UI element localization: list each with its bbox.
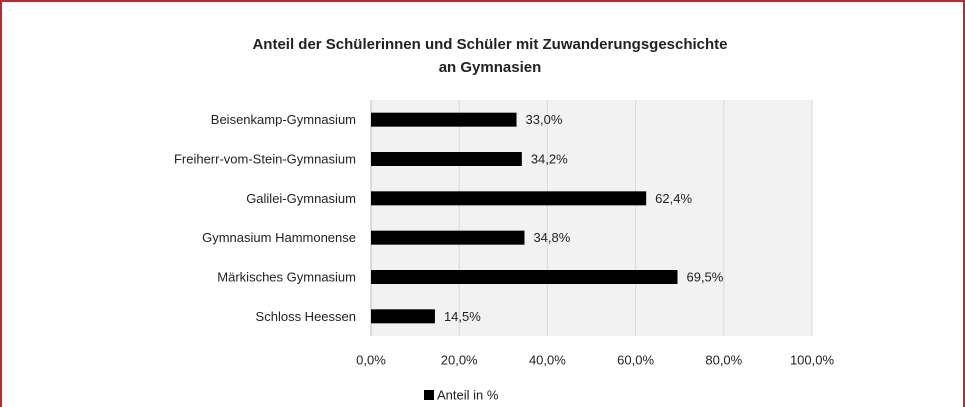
x-tick-label: 40,0% bbox=[529, 352, 566, 367]
plot-area bbox=[371, 100, 812, 336]
data-label: 34,2% bbox=[531, 151, 568, 166]
chart-title: Anteil der Schülerinnen und Schüler mit … bbox=[252, 36, 727, 53]
y-tick-label: Beisenkamp-Gymnasium bbox=[211, 112, 356, 127]
x-tick-label: 60,0% bbox=[617, 352, 654, 367]
y-tick-label: Galilei-Gymnasium bbox=[246, 191, 356, 206]
legend-swatch bbox=[424, 390, 434, 400]
bar bbox=[371, 112, 517, 127]
bar bbox=[371, 191, 647, 206]
bar bbox=[371, 270, 678, 284]
x-tick-label: 20,0% bbox=[441, 352, 478, 367]
data-label: 34,8% bbox=[533, 230, 570, 245]
bar bbox=[371, 309, 435, 324]
data-label: 62,4% bbox=[655, 191, 692, 206]
data-label: 14,5% bbox=[444, 309, 481, 324]
y-tick-label: Märkisches Gymnasium bbox=[217, 269, 356, 284]
data-label: 33,0% bbox=[526, 112, 563, 127]
bar bbox=[371, 152, 522, 166]
y-tick-label: Schloss Heessen bbox=[256, 309, 356, 324]
legend-label: Anteil in % bbox=[437, 387, 499, 402]
data-label: 69,5% bbox=[686, 269, 723, 284]
x-tick-label: 100,0% bbox=[790, 352, 835, 367]
x-tick-label: 80,0% bbox=[705, 352, 742, 367]
x-tick-label: 0,0% bbox=[356, 352, 386, 367]
y-tick-label: Gymnasium Hammonense bbox=[202, 230, 356, 245]
bar bbox=[371, 230, 525, 245]
y-tick-label: Freiherr-vom-Stein-Gymnasium bbox=[174, 151, 356, 166]
chart-title: an Gymnasien bbox=[439, 59, 542, 76]
